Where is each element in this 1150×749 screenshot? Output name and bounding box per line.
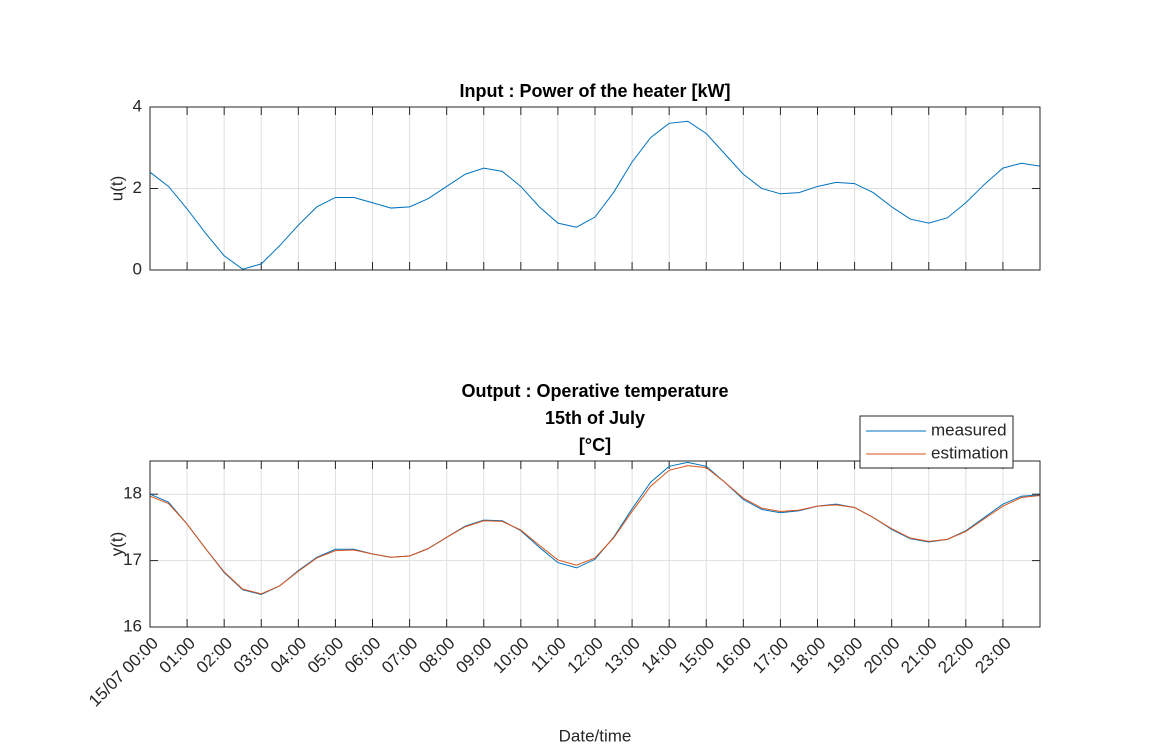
x-tick-label: 03:00 — [230, 634, 274, 678]
legend-label: measured — [931, 420, 1007, 439]
y-tick-label: 18 — [123, 484, 142, 503]
chart-title: Input : Power of the heater [kW] — [459, 81, 730, 101]
x-tick-label: 11:00 — [527, 634, 570, 677]
x-tick-label: 14:00 — [638, 634, 682, 678]
x-tick-label: 04:00 — [267, 634, 311, 678]
x-tick-label: 01:00 — [156, 634, 200, 678]
y-tick-label: 17 — [123, 550, 142, 569]
y-tick-label: 0 — [133, 259, 142, 278]
y-tick-label: 16 — [123, 616, 142, 635]
x-tick-label: 05:00 — [304, 634, 348, 678]
x-tick-label: 22:00 — [934, 634, 978, 678]
x-tick-label: 10:00 — [489, 634, 533, 678]
axes-box — [149, 460, 1041, 628]
x-tick-label: 18:00 — [786, 634, 830, 678]
x-tick-label: 13:00 — [601, 634, 645, 678]
x-tick-label: 23:00 — [971, 634, 1015, 678]
data-line — [149, 465, 1041, 595]
x-tick-label: 09:00 — [452, 634, 496, 678]
y-tick-label: 4 — [133, 96, 142, 115]
y-tick-label: 2 — [133, 178, 142, 197]
x-tick-label: 07:00 — [378, 634, 422, 678]
data-line — [149, 461, 1041, 595]
legend-box — [859, 415, 1014, 469]
x-tick-label: 19:00 — [823, 634, 867, 678]
axes-box — [149, 106, 1041, 271]
chart-title: Output : Operative temperature — [461, 381, 728, 401]
x-tick-label: 15:00 — [675, 634, 719, 678]
x-tick-label: 06:00 — [341, 634, 385, 678]
x-tick-label: 08:00 — [415, 634, 459, 678]
chart-title: 15th of July — [545, 408, 645, 428]
x-tick-label: 17:00 — [749, 634, 793, 678]
legend-label: estimation — [931, 443, 1008, 462]
x-axis-label: Date/time — [559, 726, 632, 745]
chart-title: [°C] — [579, 435, 611, 455]
x-tick-label: 20:00 — [860, 634, 904, 678]
x-tick-label: 12:00 — [563, 634, 607, 678]
x-tick-label: 02:00 — [193, 634, 237, 678]
x-tick-label: 15/07 00:00 — [85, 634, 162, 711]
x-tick-label: 16:00 — [712, 634, 756, 678]
y-axis-label: u(t) — [107, 176, 126, 202]
data-line — [149, 120, 1041, 270]
y-axis-label: y(t) — [107, 532, 126, 557]
x-tick-label: 21:00 — [897, 634, 941, 678]
